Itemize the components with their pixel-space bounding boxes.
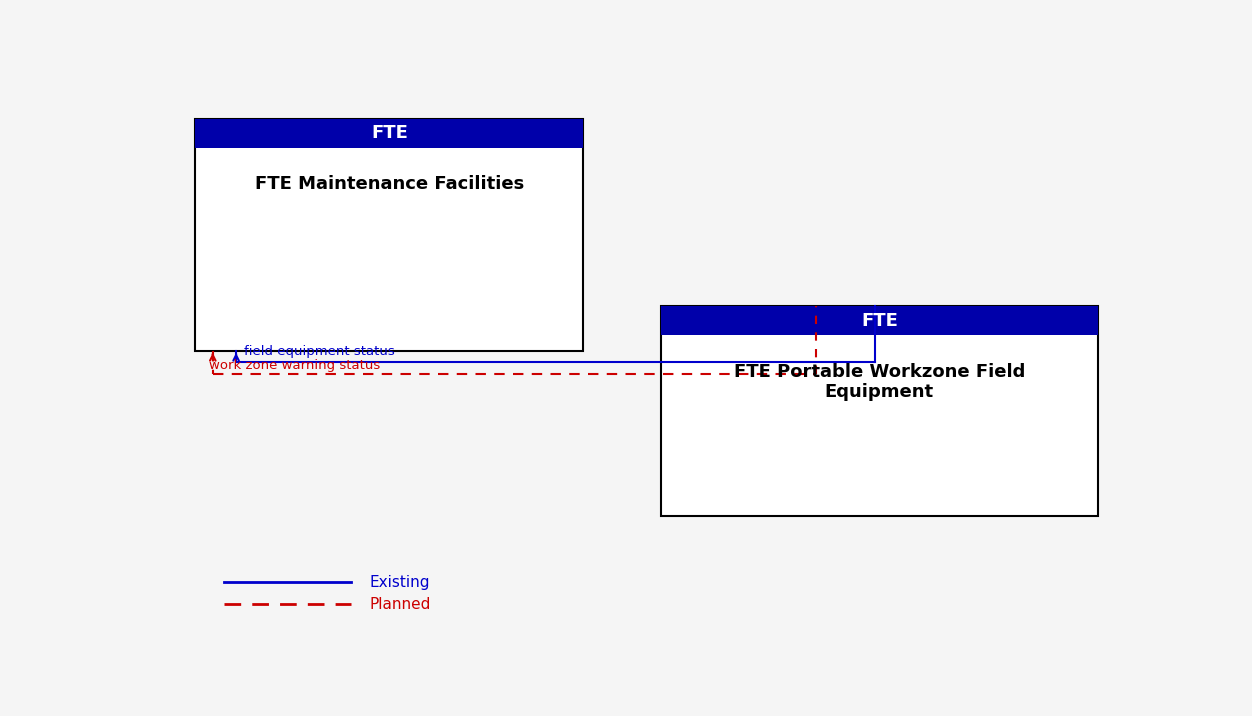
Text: FTE: FTE	[861, 311, 898, 330]
Text: field equipment status: field equipment status	[244, 345, 394, 358]
Text: work zone warning status: work zone warning status	[209, 359, 381, 372]
Text: FTE Portable Workzone Field
Equipment: FTE Portable Workzone Field Equipment	[734, 363, 1025, 402]
Bar	[661, 306, 1098, 516]
Text: FTE Maintenance Facilities: FTE Maintenance Facilities	[254, 175, 525, 193]
Bar	[195, 119, 583, 351]
Bar	[661, 306, 1098, 335]
Text: Planned: Planned	[371, 596, 432, 611]
Text: Existing: Existing	[371, 575, 431, 589]
Text: FTE: FTE	[371, 125, 408, 142]
Bar	[195, 119, 583, 147]
